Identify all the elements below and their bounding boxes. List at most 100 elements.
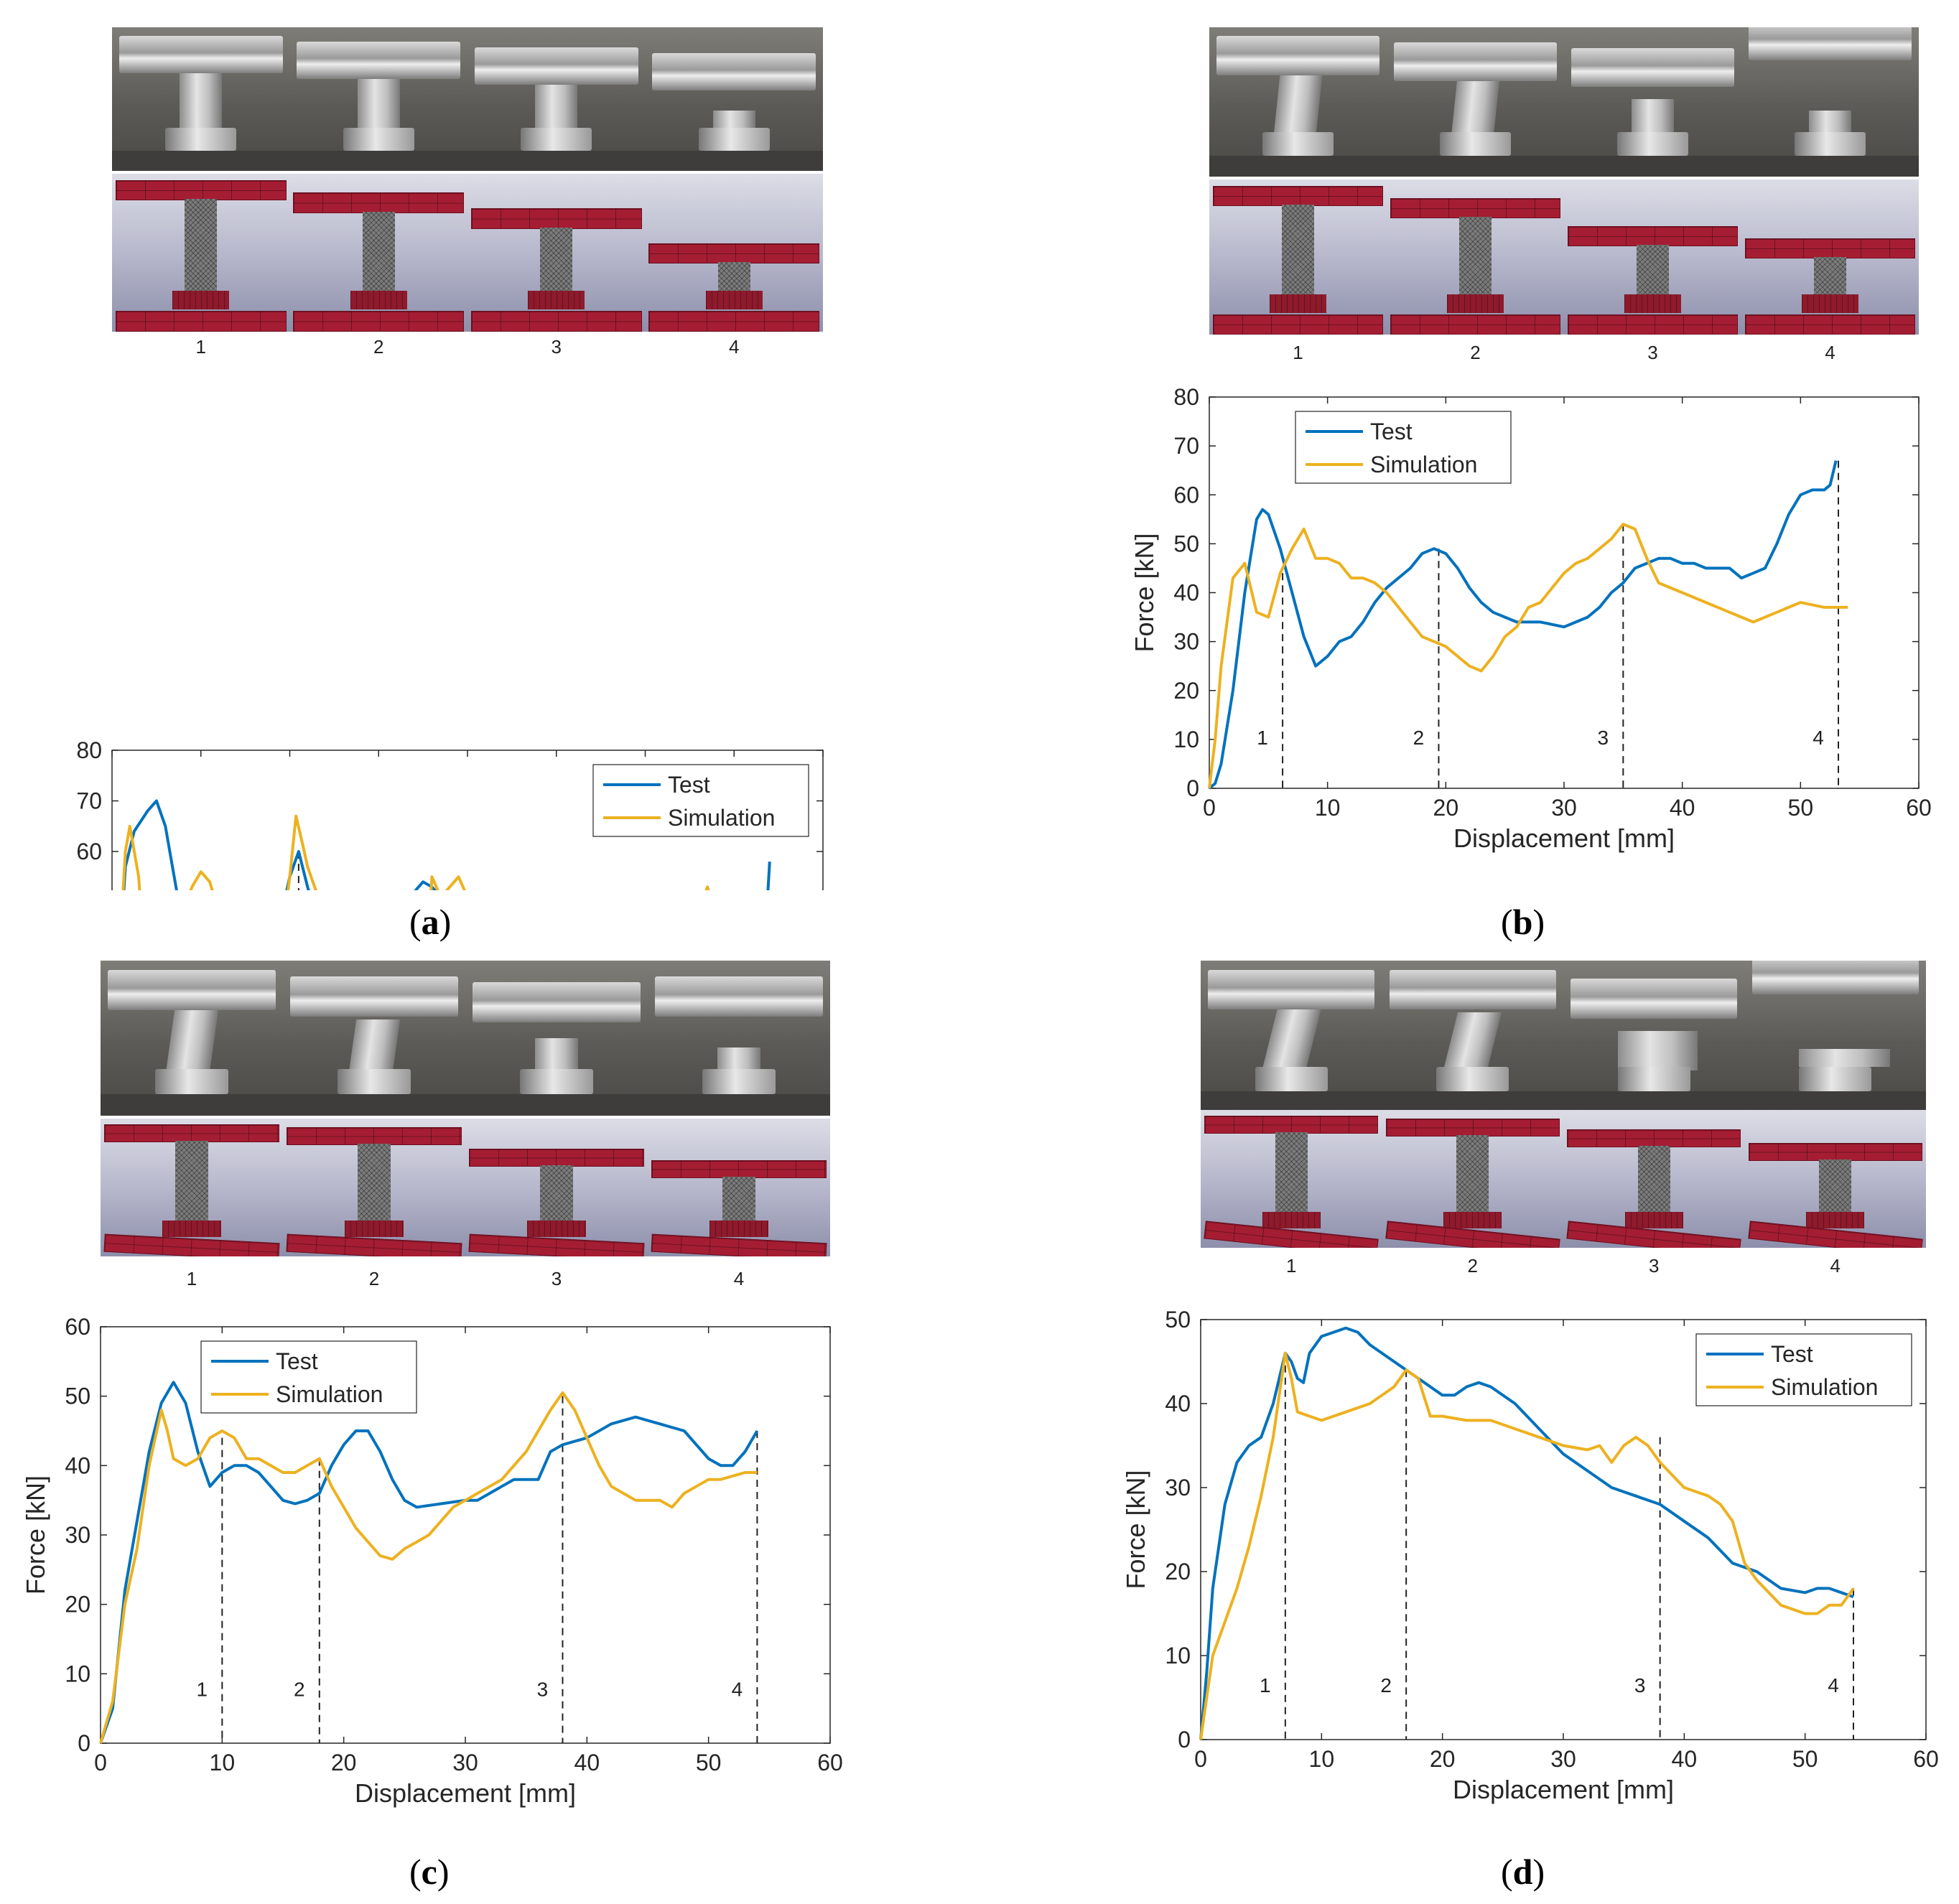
y-tick-label: 70 xyxy=(76,788,102,814)
legend-entry-test: Test xyxy=(276,1348,318,1374)
legend-entry-simulation: Simulation xyxy=(668,805,775,831)
x-tick-label: 20 xyxy=(1433,795,1459,821)
stage-label-2: 2 xyxy=(1470,342,1481,363)
y-tick-label: 0 xyxy=(78,1730,90,1756)
stage-marker-label: 4 xyxy=(1813,727,1824,749)
x-tick-label: 30 xyxy=(1550,1746,1576,1772)
y-tick-label: 50 xyxy=(1165,1307,1191,1333)
x-tick-label: 0 xyxy=(1194,1746,1207,1772)
y-tick-label: 60 xyxy=(76,839,102,864)
simulation-stage-4 xyxy=(645,174,823,332)
series-line-test xyxy=(1199,1326,1854,1740)
stage-label-1: 1 xyxy=(186,1268,197,1289)
legend-entry-test: Test xyxy=(1370,419,1413,444)
y-axis-label: Force [kN] xyxy=(1130,533,1159,652)
caption-c: (c) xyxy=(409,1852,450,1892)
simulation-stage-3 xyxy=(467,174,646,332)
y-tick-label: 80 xyxy=(76,737,102,763)
simulation-stage-3 xyxy=(465,1119,648,1256)
y-tick-label: 40 xyxy=(65,1452,90,1478)
y-tick-label: 20 xyxy=(1165,1559,1191,1585)
x-tick-label: 60 xyxy=(817,1750,843,1775)
legend-box xyxy=(592,764,809,837)
test-photo-stage-4 xyxy=(1744,961,1926,1113)
test-photo-strip xyxy=(112,27,823,171)
stage-marker-label: 4 xyxy=(732,1679,743,1701)
y-tick-label: 10 xyxy=(1173,727,1199,752)
stage-marker-label: 2 xyxy=(1380,1674,1392,1697)
stage-marker-label: 3 xyxy=(1598,727,1609,749)
x-tick-label: 10 xyxy=(1315,795,1341,821)
stage-label-4: 4 xyxy=(1830,1255,1841,1277)
simulation-strip xyxy=(1201,1110,1926,1248)
simulation-stage-4 xyxy=(1741,179,1919,335)
stage-label-1: 1 xyxy=(1293,342,1303,363)
test-photo-stage-4 xyxy=(648,961,830,1116)
stage-label-1: 1 xyxy=(195,336,206,358)
series-line-simulation xyxy=(1208,523,1848,789)
test-photo-strip xyxy=(1209,27,1919,177)
y-tick-label: 50 xyxy=(1173,531,1199,556)
stage-marker-label: 2 xyxy=(1413,727,1425,749)
test-photo-stage-2 xyxy=(289,27,467,171)
legend-entry-test: Test xyxy=(668,772,710,798)
y-tick-label: 30 xyxy=(1165,1475,1191,1501)
x-tick-label: 0 xyxy=(1203,795,1216,821)
stage-labels: 1 2 3 4 xyxy=(1201,1255,1926,1277)
stage-marker-label: 2 xyxy=(294,1679,305,1701)
y-tick-label: 80 xyxy=(1173,384,1199,410)
force-displacement-chart-b: 0 10 20 30 40 50 60 0 10 20 30 40 50 60 70 80 Displaceme… xyxy=(1130,384,1932,853)
test-photo-stage-4 xyxy=(645,27,823,171)
x-tick-label: 50 xyxy=(1792,1746,1818,1772)
legend-entry-simulation: Simulation xyxy=(1370,452,1477,477)
stage-label-4: 4 xyxy=(733,1268,745,1289)
test-photo-stage-4 xyxy=(1741,27,1919,177)
x-tick-label: 40 xyxy=(1670,795,1695,821)
test-photo-stage-2 xyxy=(1382,961,1563,1113)
x-tick-label: 40 xyxy=(574,1750,600,1775)
y-tick-label: 70 xyxy=(1173,433,1199,459)
x-tick-label: 50 xyxy=(1788,795,1814,821)
simulation-stage-3 xyxy=(1564,179,1741,335)
x-tick-label: 30 xyxy=(1551,795,1577,821)
legend-box xyxy=(200,1340,417,1414)
stage-marker-label: 1 xyxy=(1257,727,1268,749)
x-tick-label: 20 xyxy=(331,1750,357,1775)
y-tick-label: 50 xyxy=(76,890,102,891)
force-displacement-chart-d: 0 10 20 30 40 50 60 0 10 20 30 40 50 Displacement [mm… xyxy=(1121,1307,1939,1804)
legend-box xyxy=(1695,1333,1912,1406)
test-photo-strip xyxy=(101,961,830,1116)
stage-label-4: 4 xyxy=(729,336,740,358)
series-line-simulation xyxy=(99,1391,758,1744)
y-tick-label: 10 xyxy=(65,1661,90,1686)
y-tick-label: 0 xyxy=(1186,775,1199,801)
series-line-simulation xyxy=(1199,1351,1855,1740)
x-tick-label: 10 xyxy=(1309,1746,1335,1772)
stage-label-2: 2 xyxy=(373,336,384,358)
x-tick-label: 60 xyxy=(1913,1746,1939,1772)
y-tick-label: 20 xyxy=(1173,678,1199,704)
caption-d: (d) xyxy=(1501,1852,1545,1892)
legend-entry-simulation: Simulation xyxy=(1771,1374,1878,1400)
legend-entry-simulation: Simulation xyxy=(276,1381,383,1407)
simulation-stage-2 xyxy=(1382,1110,1563,1248)
y-tick-label: 10 xyxy=(1165,1643,1191,1669)
stage-marker-label: 3 xyxy=(537,1679,549,1701)
y-tick-label: 50 xyxy=(65,1383,90,1409)
simulation-stage-1 xyxy=(1209,179,1387,335)
x-tick-label: 50 xyxy=(696,1750,722,1775)
legend: Test Simulation xyxy=(1695,1333,1912,1406)
y-axis-label: Force [kN] xyxy=(1121,1470,1150,1589)
test-photo-stage-1 xyxy=(1209,27,1387,177)
force-displacement-chart-c: 0 10 20 30 40 50 60 0 10 20 30 40 50 60 Displacement [… xyxy=(21,1314,843,1808)
test-photo-strip xyxy=(1201,961,1926,1113)
x-tick-label: 0 xyxy=(94,1750,107,1775)
stage-label-1: 1 xyxy=(1286,1255,1297,1277)
simulation-stage-3 xyxy=(1563,1110,1745,1248)
stage-label-4: 4 xyxy=(1825,342,1835,363)
series-line-test xyxy=(99,1381,759,1744)
test-photo-stage-1 xyxy=(1201,961,1382,1113)
simulation-stage-2 xyxy=(283,1119,465,1256)
stage-label-3: 3 xyxy=(1649,1255,1660,1277)
y-axis-label: Force [kN] xyxy=(21,1475,50,1595)
